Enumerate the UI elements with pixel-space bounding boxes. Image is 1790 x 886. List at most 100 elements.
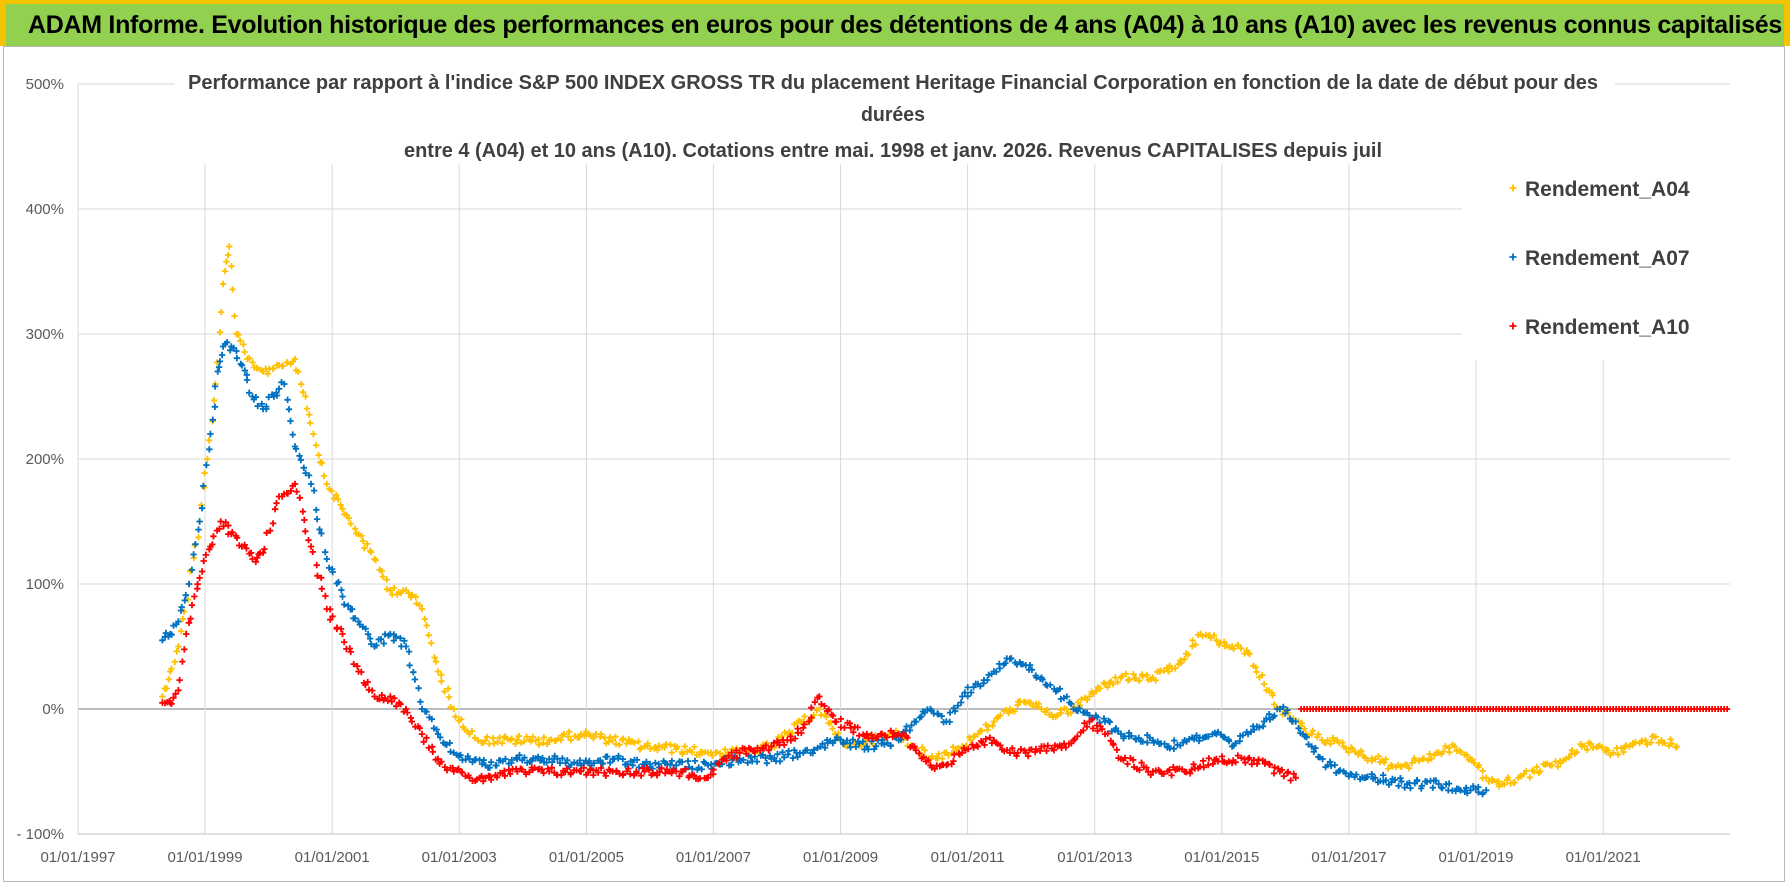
scatter-marker-Rendement_A07	[1445, 780, 1453, 787]
scatter-marker-Rendement_A04	[178, 628, 185, 635]
data-point-Rendement_A07	[1467, 787, 1474, 794]
scatter-marker-Rendement_A07	[341, 601, 348, 608]
scatter-marker-Rendement_A07	[192, 541, 199, 548]
scatter-marker-Rendement_A04	[971, 732, 978, 740]
scatter-marker-Rendement_A04	[409, 591, 416, 599]
scatter-marker-Rendement_A07	[254, 402, 261, 410]
scatter-marker-Rendement_A10	[878, 730, 885, 737]
scatter-marker-Rendement_A10	[314, 572, 321, 579]
scatter-marker-Rendement_A04	[1599, 744, 1606, 751]
data-point-Rendement_A04	[1610, 749, 1617, 756]
scatter-marker-Rendement_A04	[383, 586, 391, 593]
scatter-marker-Rendement_A10	[429, 748, 436, 755]
scatter-marker-Rendement_A04	[364, 540, 371, 548]
scatter-marker-Rendement_A07	[1380, 771, 1387, 779]
scatter-marker-Rendement_A10	[1200, 764, 1207, 771]
scatter-marker-Rendement_A04	[241, 348, 248, 356]
scatter-marker-Rendement_A07	[218, 351, 226, 359]
scatter-marker-Rendement_A10	[690, 772, 698, 779]
scatter-marker-Rendement_A10	[172, 690, 179, 697]
scatter-marker-Rendement_A07	[1161, 740, 1168, 747]
data-point-Rendement_A04	[609, 737, 616, 744]
data-point-Rendement_A10	[800, 724, 807, 731]
scatter-marker-Rendement_A07	[1170, 745, 1178, 752]
scatter-marker-Rendement_A10	[538, 766, 546, 773]
x-tick-label: 01/01/2019	[1438, 849, 1513, 866]
scatter-marker-Rendement_A04	[438, 678, 445, 685]
scatter-marker-Rendement_A07	[1418, 782, 1426, 789]
scatter-marker-Rendement_A10	[267, 527, 274, 534]
scatter-marker-Rendement_A10	[1062, 744, 1070, 751]
scatter-marker-Rendement_A04	[1096, 685, 1104, 692]
scatter-marker-Rendement_A04	[1210, 632, 1218, 639]
scatter-marker-Rendement_A04	[612, 733, 619, 740]
scatter-marker-Rendement_A04	[1269, 692, 1276, 699]
scatter-marker-Rendement_A07	[223, 339, 231, 346]
scatter-marker-Rendement_A07	[316, 526, 323, 533]
scatter-marker-Rendement_A07	[200, 482, 207, 490]
scatter-marker-Rendement_A10	[829, 712, 837, 719]
scatter-marker-Rendement_A10	[801, 721, 808, 728]
scatter-marker-Rendement_A04	[1511, 779, 1518, 786]
scatter-marker-Rendement_A07	[744, 759, 751, 766]
scatter-marker-Rendement_A10	[733, 754, 741, 761]
scatter-marker-Rendement_A04	[1136, 677, 1143, 684]
scatter-marker-Rendement_A07	[227, 347, 234, 354]
scatter-marker-Rendement_A10	[1098, 725, 1106, 733]
scatter-marker-Rendement_A07	[1094, 714, 1101, 721]
scatter-marker-Rendement_A10	[1242, 759, 1249, 766]
scatter-marker-Rendement_A04	[1027, 699, 1034, 706]
scatter-marker-Rendement_A10	[1074, 733, 1081, 740]
scatter-marker-Rendement_A04	[1573, 748, 1580, 756]
scatter-marker-Rendement_A10	[586, 766, 594, 773]
scatter-marker-Rendement_A07	[833, 734, 841, 741]
scatter-marker-Rendement_A10	[233, 534, 241, 541]
data-point-Rendement_A04	[1165, 668, 1172, 675]
scatter-marker-Rendement_A10	[209, 541, 216, 548]
scatter-marker-Rendement_A10	[248, 549, 255, 557]
scatter-marker-Rendement_A07	[549, 758, 556, 766]
scatter-marker-Rendement_A07	[1068, 700, 1075, 708]
scatter-marker-Rendement_A04	[1463, 751, 1470, 759]
scatter-marker-Rendement_A07	[1395, 782, 1402, 790]
scatter-marker-Rendement_A04	[535, 741, 543, 748]
scatter-marker-Rendement_A04	[210, 397, 218, 404]
scatter-marker-Rendement_A04	[328, 487, 335, 495]
scatter-marker-Rendement_A10	[327, 616, 334, 623]
scatter-marker-Rendement_A07	[446, 739, 453, 747]
scatter-marker-Rendement_A10	[397, 701, 404, 708]
scatter-marker-Rendement_A10	[1160, 770, 1167, 777]
data-point-Rendement_A10	[577, 768, 585, 775]
scatter-marker-Rendement_A04	[445, 694, 453, 701]
scatter-marker-Rendement_A10	[1081, 719, 1088, 727]
scatter-marker-Rendement_A10	[1209, 760, 1217, 768]
scatter-marker-Rendement_A07	[1239, 732, 1246, 739]
scatter-marker-Rendement_A04	[1100, 679, 1107, 686]
scatter-marker-Rendement_A04	[221, 267, 229, 275]
scatter-marker-Rendement_A04	[1114, 678, 1121, 686]
scatter-marker-Rendement_A10	[973, 742, 980, 749]
scatter-marker-Rendement_A04	[1253, 668, 1260, 676]
scatter-marker-Rendement_A07	[1457, 787, 1464, 794]
scatter-marker-Rendement_A04	[359, 537, 367, 545]
data-point-Rendement_A07	[281, 380, 288, 388]
scatter-marker-Rendement_A07	[1008, 655, 1015, 662]
scatter-marker-Rendement_A07	[417, 698, 424, 705]
scatter-marker-Rendement_A04	[229, 286, 236, 293]
data-point-Rendement_A07	[175, 618, 182, 625]
scatter-marker-Rendement_A04	[544, 740, 551, 748]
scatter-marker-Rendement_A07	[938, 712, 945, 720]
scatter-marker-Rendement_A07	[190, 551, 197, 558]
scatter-marker-Rendement_A04	[827, 719, 834, 726]
scatter-marker-Rendement_A07	[285, 406, 293, 413]
scatter-marker-Rendement_A04	[654, 746, 661, 754]
scatter-marker-Rendement_A04	[367, 547, 374, 555]
scatter-marker-Rendement_A07	[486, 764, 493, 771]
scatter-marker-Rendement_A10	[376, 695, 383, 703]
scatter-marker-Rendement_A04	[1604, 747, 1612, 754]
scatter-marker-Rendement_A04	[1035, 700, 1042, 707]
data-point-Rendement_A07	[185, 580, 193, 588]
scatter-marker-Rendement_A04	[635, 738, 642, 745]
data-point-Rendement_A07	[196, 518, 203, 525]
scatter-marker-Rendement_A04	[1405, 764, 1413, 772]
